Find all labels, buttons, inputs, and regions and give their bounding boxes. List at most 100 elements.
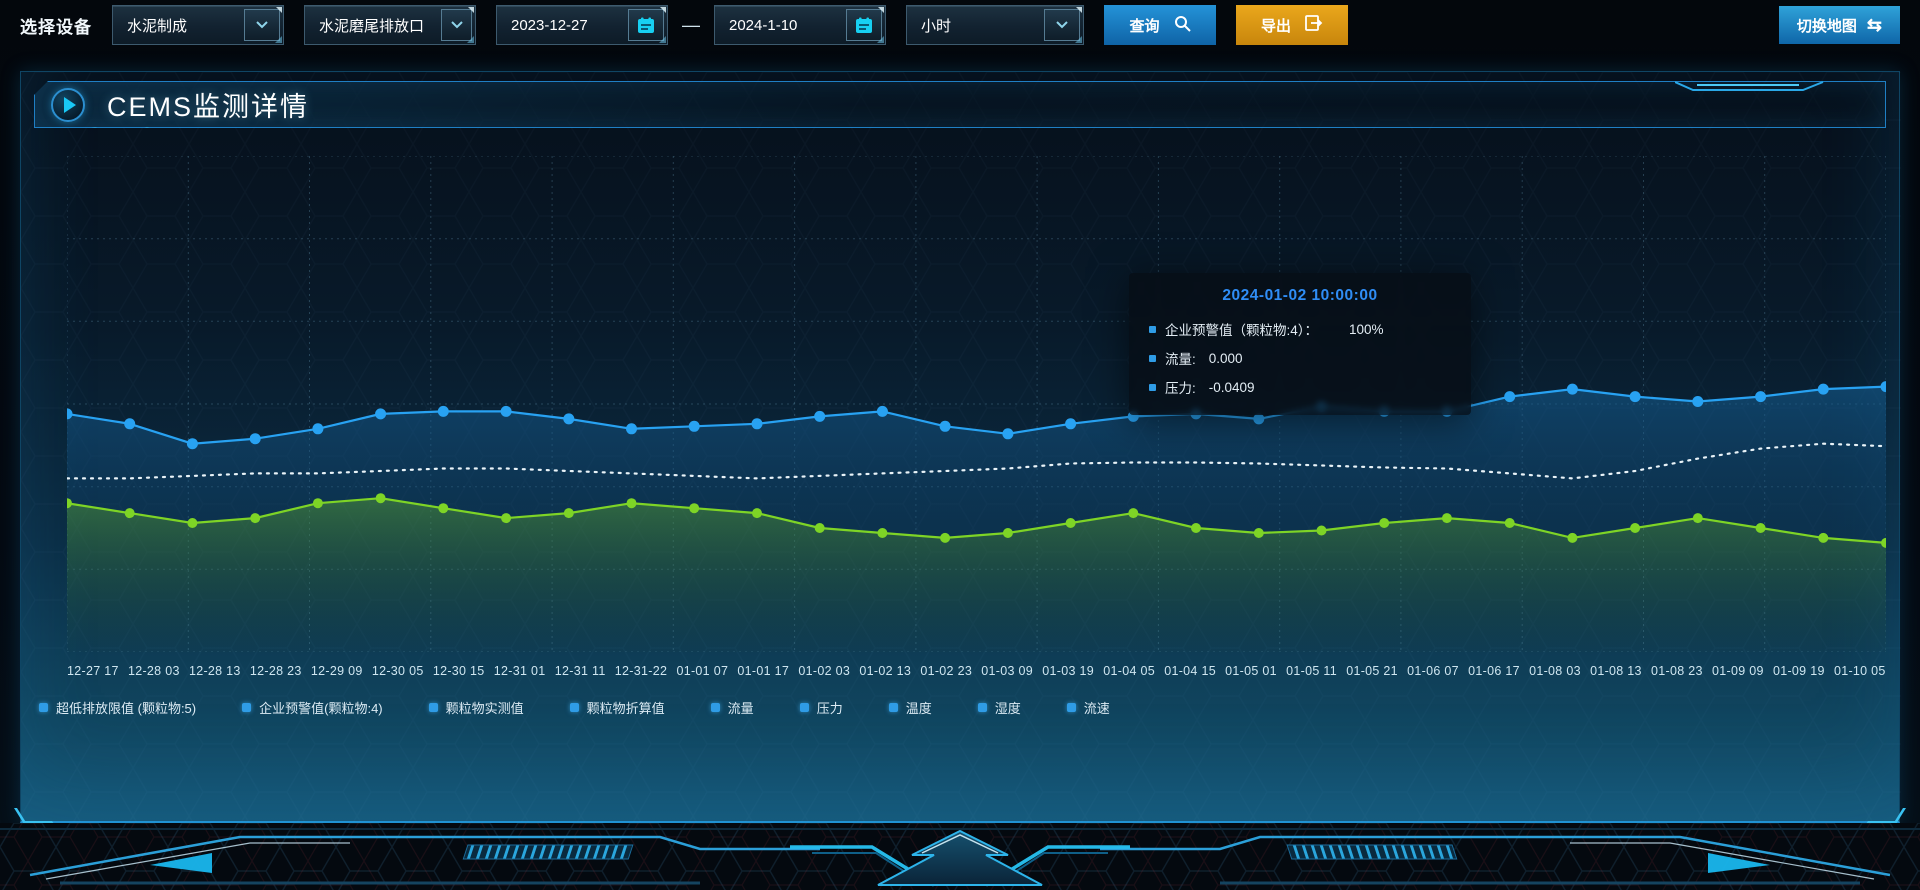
x-axis-tick-label: 12-28 13 — [188, 664, 241, 678]
header-notch-decoration — [1675, 81, 1824, 91]
x-axis-tick-label: 12-29 09 — [310, 664, 363, 678]
switch-map-label: 切换地图 — [1796, 17, 1857, 35]
query-button-label: 查询 — [1129, 17, 1160, 35]
chevron-down-icon[interactable] — [441, 9, 472, 41]
legend-label: 流速 — [1083, 701, 1110, 716]
x-axis-tick-label: 01-09 09 — [1712, 664, 1764, 678]
tooltip-row-label: 压力: — [1165, 381, 1196, 396]
x-axis-tick-label: 12-30 05 — [371, 664, 424, 678]
legend-item[interactable]: 流量 — [710, 698, 754, 717]
x-axis-tick-label: 12-31 01 — [493, 664, 546, 678]
legend-label: 企业预警值(颗粒物:4) — [259, 701, 383, 716]
legend-marker-icon — [888, 703, 898, 712]
start-date-picker[interactable]: 2023-12-27 — [496, 5, 668, 45]
legend-marker-icon — [242, 703, 252, 712]
tooltip-row-label: 企业预警值（颗粒物:4）： — [1165, 323, 1319, 338]
legend-item[interactable]: 流速 — [1066, 698, 1110, 717]
x-axis-tick-label: 01-02 23 — [920, 664, 973, 678]
legend-item[interactable]: 企业预警值(颗粒物:4) — [242, 698, 383, 717]
legend-label: 压力 — [816, 701, 843, 716]
device-select[interactable]: 水泥制成 — [112, 5, 284, 45]
tooltip-row: 压力: -0.0409 — [1149, 377, 1451, 397]
legend-label: 超低排放限值 (颗粒物:5) — [56, 701, 197, 716]
legend-marker-icon — [1066, 703, 1076, 712]
footer-decoration — [0, 823, 1920, 890]
legend-item[interactable]: 湿度 — [977, 698, 1021, 717]
chart-tooltip: 2024-01-02 10:00:00 企业预警值（颗粒物:4）： 100% 流量:… — [1129, 273, 1471, 415]
tooltip-rows: 企业预警值（颗粒物:4）： 100% 流量: 0.000 压力: -0.0409 — [1149, 319, 1451, 397]
x-axis-tick-label: 01-10 05 — [1833, 664, 1886, 678]
legend-item[interactable]: 超低排放限值 (颗粒物:5) — [39, 698, 196, 717]
x-axis-tick-label: 01-06 07 — [1407, 664, 1459, 678]
outlet-select[interactable]: 水泥磨尾排放口 — [304, 5, 476, 45]
x-axis-tick-label: 01-01 07 — [676, 664, 729, 678]
legend-marker-icon — [569, 703, 579, 712]
chevron-down-icon[interactable] — [244, 9, 280, 41]
export-icon — [1305, 15, 1323, 35]
legend-marker-icon — [710, 703, 720, 712]
tooltip-row: 企业预警值（颗粒物:4）： 100% — [1149, 319, 1451, 339]
tooltip-row-value: 100% — [1349, 321, 1384, 337]
x-axis-tick-label: 01-03 19 — [1042, 664, 1095, 678]
legend-marker-icon — [799, 703, 809, 712]
panel-corner-accent-right — [1866, 808, 1906, 824]
date-range-separator: — — [682, 14, 700, 35]
device-select-label: 选择设备 — [20, 17, 92, 37]
export-button-label: 导出 — [1260, 17, 1291, 35]
swap-arrows-icon: ⇆ — [1866, 15, 1882, 35]
tooltip-series-marker-icon — [1149, 354, 1156, 362]
x-axis-tick-label: 12-28 03 — [127, 664, 180, 678]
x-axis-tick-label: 12-31-22 — [614, 664, 668, 678]
outlet-select-value: 水泥磨尾排放口 — [319, 17, 425, 35]
search-icon — [1174, 15, 1191, 36]
interval-select[interactable]: 小时 — [906, 5, 1084, 45]
x-axis-tick-label: 12-31 11 — [554, 664, 606, 678]
x-axis-tick-label: 01-01 17 — [737, 664, 790, 678]
x-axis-tick-label: 12-27 17 — [67, 664, 119, 678]
line-chart-plot[interactable]: 2024-01-02 10:00:00 企业预警值（颗粒物:4）： 100% 流量:… — [67, 156, 1886, 652]
legend-label: 湿度 — [994, 701, 1021, 716]
legend-item[interactable]: 颗粒物折算值 — [569, 698, 665, 717]
export-button[interactable]: 导出 — [1236, 5, 1348, 45]
x-axis-tick-label: 01-04 15 — [1164, 664, 1216, 678]
chart-area: 2024-01-02 10:00:00 企业预警值（颗粒物:4）： 100% 流量:… — [21, 156, 1899, 717]
tooltip-timestamp: 2024-01-02 10:00:00 — [1222, 287, 1378, 304]
switch-map-button[interactable]: 切换地图 ⇆ — [1778, 6, 1900, 44]
x-axis-tick-label: 12-30 15 — [432, 664, 485, 678]
x-axis-tick-label: 12-28 23 — [249, 664, 302, 678]
panel-header: CEMS监测详情 — [34, 81, 1886, 128]
end-date-picker[interactable]: 2024-1-10 — [714, 5, 886, 45]
x-axis-tick-label: 01-05 11 — [1286, 664, 1337, 678]
play-icon[interactable] — [51, 87, 85, 122]
top-toolbar: 选择设备 水泥制成 水泥磨尾排放口 2023-12-27 — 2024-1-10 — [0, 0, 1920, 50]
tooltip-series-marker-icon — [1149, 383, 1156, 391]
x-axis-tick-label: 01-05 21 — [1346, 664, 1398, 678]
legend-item[interactable]: 压力 — [799, 698, 843, 717]
legend-marker-icon — [428, 703, 438, 712]
tooltip-row-label: 流量: — [1165, 352, 1196, 367]
legend-marker-icon — [39, 703, 48, 712]
interval-select-value: 小时 — [921, 17, 952, 35]
tooltip-row: 流量: 0.000 — [1149, 348, 1451, 368]
x-axis-tick-label: 01-08 03 — [1529, 664, 1581, 678]
start-date-value: 2023-12-27 — [511, 16, 588, 34]
tooltip-row-value: -0.0409 — [1208, 379, 1255, 395]
calendar-icon[interactable] — [628, 9, 664, 41]
legend-label: 颗粒物实测值 — [445, 701, 524, 716]
legend-item[interactable]: 颗粒物实测值 — [428, 698, 524, 717]
x-axis-tick-label: 01-04 05 — [1103, 664, 1155, 678]
header-zigzag-decoration — [61, 126, 174, 128]
x-axis-tick-label: 01-02 03 — [798, 664, 851, 678]
x-axis-tick-label: 01-08 13 — [1590, 664, 1642, 678]
chevron-down-icon[interactable] — [1044, 9, 1080, 41]
cems-monitor-panel: CEMS监测详情 2024-01-02 10:00:00 企业预警值（颗粒物:4… — [14, 71, 1906, 824]
device-select-value: 水泥制成 — [127, 17, 188, 35]
chart-canvas[interactable] — [67, 156, 1886, 652]
query-button[interactable]: 查询 — [1104, 5, 1216, 45]
calendar-icon[interactable] — [846, 9, 882, 41]
legend-item[interactable]: 温度 — [888, 698, 932, 717]
tooltip-series-marker-icon — [1149, 325, 1156, 333]
legend-label: 流量 — [727, 701, 754, 716]
end-date-value: 2024-1-10 — [729, 16, 798, 34]
